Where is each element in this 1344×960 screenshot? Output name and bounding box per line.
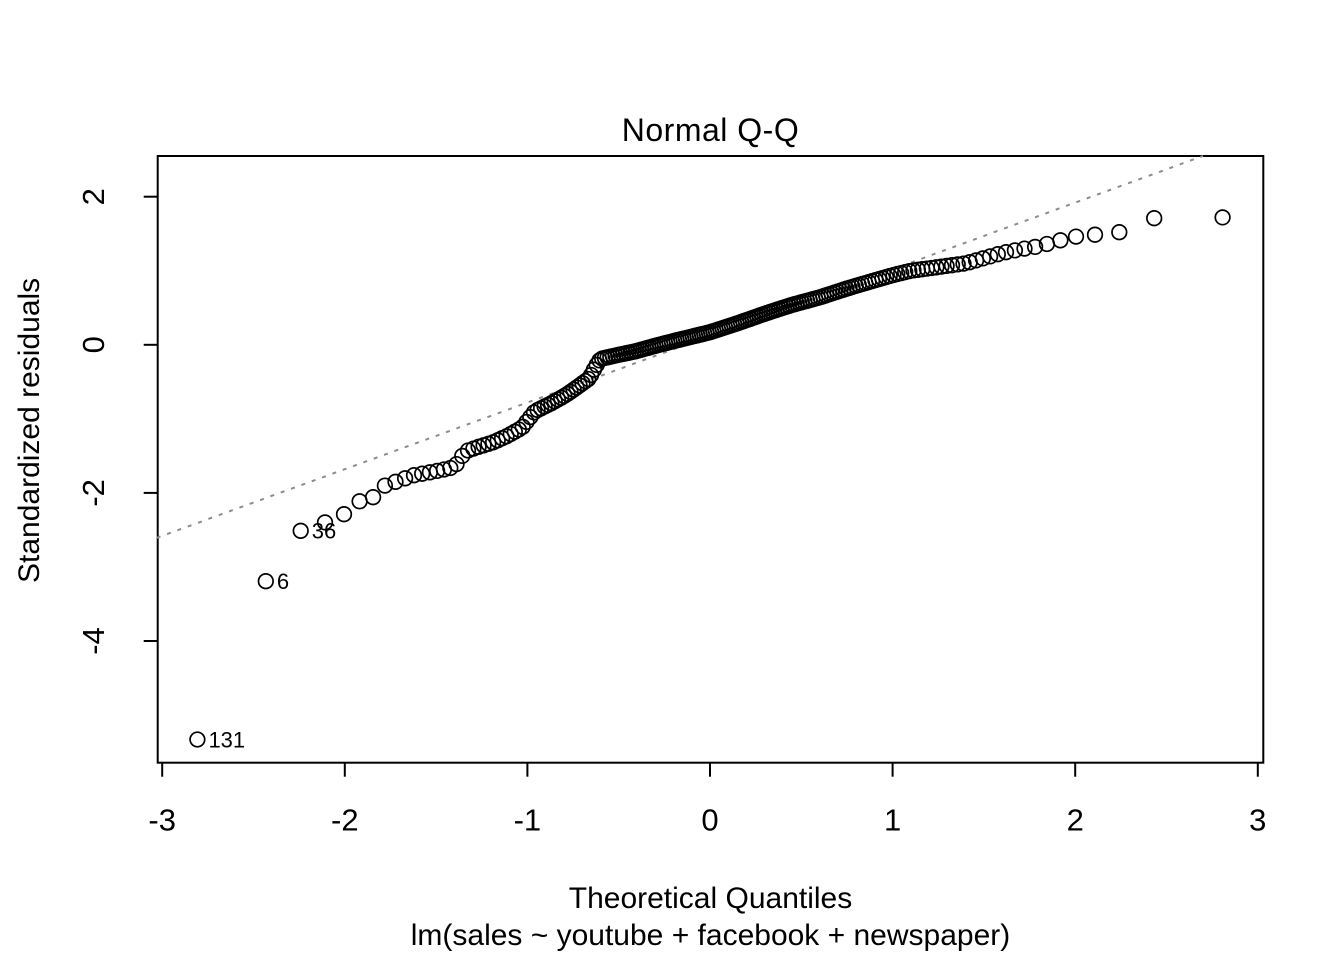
outlier-label: 6 bbox=[277, 569, 289, 594]
chart-title: Normal Q-Q bbox=[621, 112, 800, 148]
x-tick-label: 3 bbox=[1249, 803, 1266, 838]
y-tick-label: 2 bbox=[76, 188, 111, 205]
data-point bbox=[405, 467, 423, 484]
x-tick-label: -2 bbox=[331, 803, 359, 838]
data-point bbox=[577, 372, 594, 390]
outlier-label: 36 bbox=[312, 519, 336, 544]
data-point bbox=[1111, 224, 1128, 241]
y-tick-label: -2 bbox=[76, 479, 111, 507]
data-point bbox=[1016, 240, 1033, 257]
x-tick-label: 2 bbox=[1067, 803, 1084, 838]
data-point bbox=[189, 731, 206, 748]
data-point bbox=[981, 248, 999, 265]
data-point bbox=[364, 489, 382, 506]
data-point bbox=[1146, 210, 1163, 227]
data-point bbox=[257, 573, 274, 590]
x-tick-label: 1 bbox=[884, 803, 901, 838]
data-point bbox=[1214, 209, 1231, 226]
data-point bbox=[376, 477, 394, 494]
x-tick-label: -3 bbox=[148, 803, 176, 838]
data-point bbox=[1067, 228, 1085, 245]
data-point bbox=[955, 255, 972, 272]
x-tick-label: 0 bbox=[701, 803, 718, 838]
data-point bbox=[933, 258, 950, 275]
data-point bbox=[387, 473, 404, 490]
data-point bbox=[316, 514, 334, 531]
data-point bbox=[989, 246, 1006, 263]
data-point bbox=[335, 506, 353, 523]
data-point bbox=[1086, 226, 1104, 243]
data-point bbox=[1052, 232, 1069, 249]
outlier-label: 131 bbox=[208, 727, 245, 752]
data-point bbox=[1026, 238, 1044, 256]
data-point bbox=[928, 259, 945, 276]
data-point bbox=[454, 447, 471, 465]
data-point bbox=[351, 493, 368, 510]
data-point bbox=[974, 250, 992, 267]
model-caption: lm(sales ~ youtube + facebook + newspape… bbox=[410, 919, 1011, 952]
data-point bbox=[580, 370, 597, 388]
x-axis-title: Theoretical Quantiles bbox=[568, 882, 853, 915]
data-point bbox=[949, 256, 966, 273]
data-point bbox=[396, 470, 414, 487]
y-axis-title: Standardized residuals bbox=[13, 277, 46, 583]
x-tick-label: -1 bbox=[514, 803, 542, 838]
data-point bbox=[1006, 242, 1024, 259]
plot-frame bbox=[156, 155, 1265, 764]
data-point bbox=[938, 257, 955, 275]
y-tick-label: -4 bbox=[76, 627, 111, 655]
data-point bbox=[997, 244, 1015, 261]
data-point bbox=[448, 455, 465, 473]
data-point bbox=[943, 257, 961, 274]
y-tick-label: 0 bbox=[76, 336, 111, 353]
data-point bbox=[292, 522, 309, 539]
